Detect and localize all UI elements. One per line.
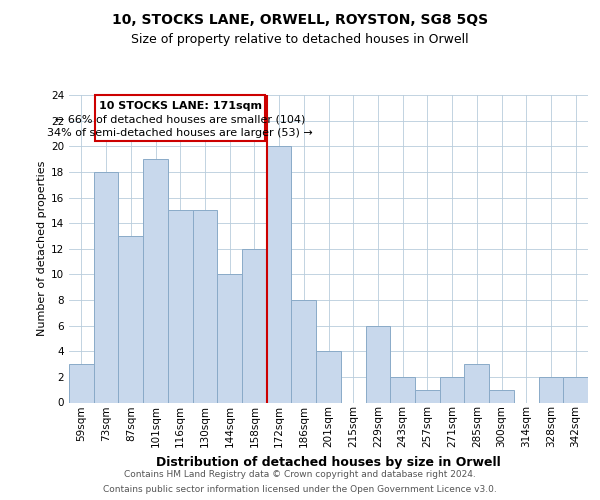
Text: Size of property relative to detached houses in Orwell: Size of property relative to detached ho… — [131, 32, 469, 46]
Bar — [94, 172, 118, 402]
Bar — [242, 248, 267, 402]
Bar — [217, 274, 242, 402]
Bar — [118, 236, 143, 402]
Bar — [563, 377, 588, 402]
FancyBboxPatch shape — [95, 95, 265, 141]
Text: 10 STOCKS LANE: 171sqm: 10 STOCKS LANE: 171sqm — [99, 101, 262, 111]
Text: Contains public sector information licensed under the Open Government Licence v3: Contains public sector information licen… — [103, 485, 497, 494]
Bar — [440, 377, 464, 402]
Bar — [390, 377, 415, 402]
Text: Contains HM Land Registry data © Crown copyright and database right 2024.: Contains HM Land Registry data © Crown c… — [124, 470, 476, 479]
X-axis label: Distribution of detached houses by size in Orwell: Distribution of detached houses by size … — [156, 456, 501, 468]
Bar — [168, 210, 193, 402]
Bar — [69, 364, 94, 403]
Y-axis label: Number of detached properties: Number of detached properties — [37, 161, 47, 336]
Bar — [193, 210, 217, 402]
Bar — [464, 364, 489, 403]
Bar — [143, 159, 168, 402]
Bar — [292, 300, 316, 402]
Bar — [489, 390, 514, 402]
Bar — [316, 351, 341, 403]
Bar — [267, 146, 292, 403]
Text: 34% of semi-detached houses are larger (53) →: 34% of semi-detached houses are larger (… — [47, 128, 313, 138]
Bar — [415, 390, 440, 402]
Bar — [539, 377, 563, 402]
Text: ← 66% of detached houses are smaller (104): ← 66% of detached houses are smaller (10… — [55, 114, 305, 124]
Bar — [365, 326, 390, 402]
Text: 10, STOCKS LANE, ORWELL, ROYSTON, SG8 5QS: 10, STOCKS LANE, ORWELL, ROYSTON, SG8 5Q… — [112, 12, 488, 26]
